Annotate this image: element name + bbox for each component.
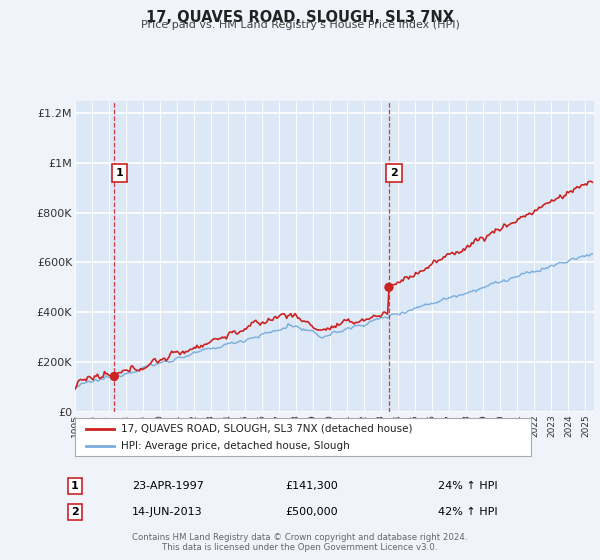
Text: £500,000: £500,000	[286, 507, 338, 517]
Point	[384, 283, 394, 292]
Text: 23-APR-1997: 23-APR-1997	[132, 481, 204, 491]
Text: 1: 1	[116, 168, 123, 178]
Point	[110, 372, 119, 381]
Text: This data is licensed under the Open Government Licence v3.0.: This data is licensed under the Open Gov…	[163, 543, 437, 552]
Text: 24% ↑ HPI: 24% ↑ HPI	[438, 481, 497, 491]
Text: 2: 2	[390, 168, 398, 178]
Text: Price paid vs. HM Land Registry's House Price Index (HPI): Price paid vs. HM Land Registry's House …	[140, 20, 460, 30]
Text: 14-JUN-2013: 14-JUN-2013	[132, 507, 203, 517]
Text: 2: 2	[71, 507, 79, 517]
Bar	[115, 101, 389, 412]
Text: 17, QUAVES ROAD, SLOUGH, SL3 7NX: 17, QUAVES ROAD, SLOUGH, SL3 7NX	[146, 10, 454, 25]
Text: 42% ↑ HPI: 42% ↑ HPI	[438, 507, 497, 517]
Text: £141,300: £141,300	[286, 481, 338, 491]
Text: 1: 1	[71, 481, 79, 491]
Text: 17, QUAVES ROAD, SLOUGH, SL3 7NX (detached house): 17, QUAVES ROAD, SLOUGH, SL3 7NX (detach…	[121, 424, 412, 434]
Text: HPI: Average price, detached house, Slough: HPI: Average price, detached house, Slou…	[121, 441, 349, 451]
Text: Contains HM Land Registry data © Crown copyright and database right 2024.: Contains HM Land Registry data © Crown c…	[132, 533, 468, 542]
